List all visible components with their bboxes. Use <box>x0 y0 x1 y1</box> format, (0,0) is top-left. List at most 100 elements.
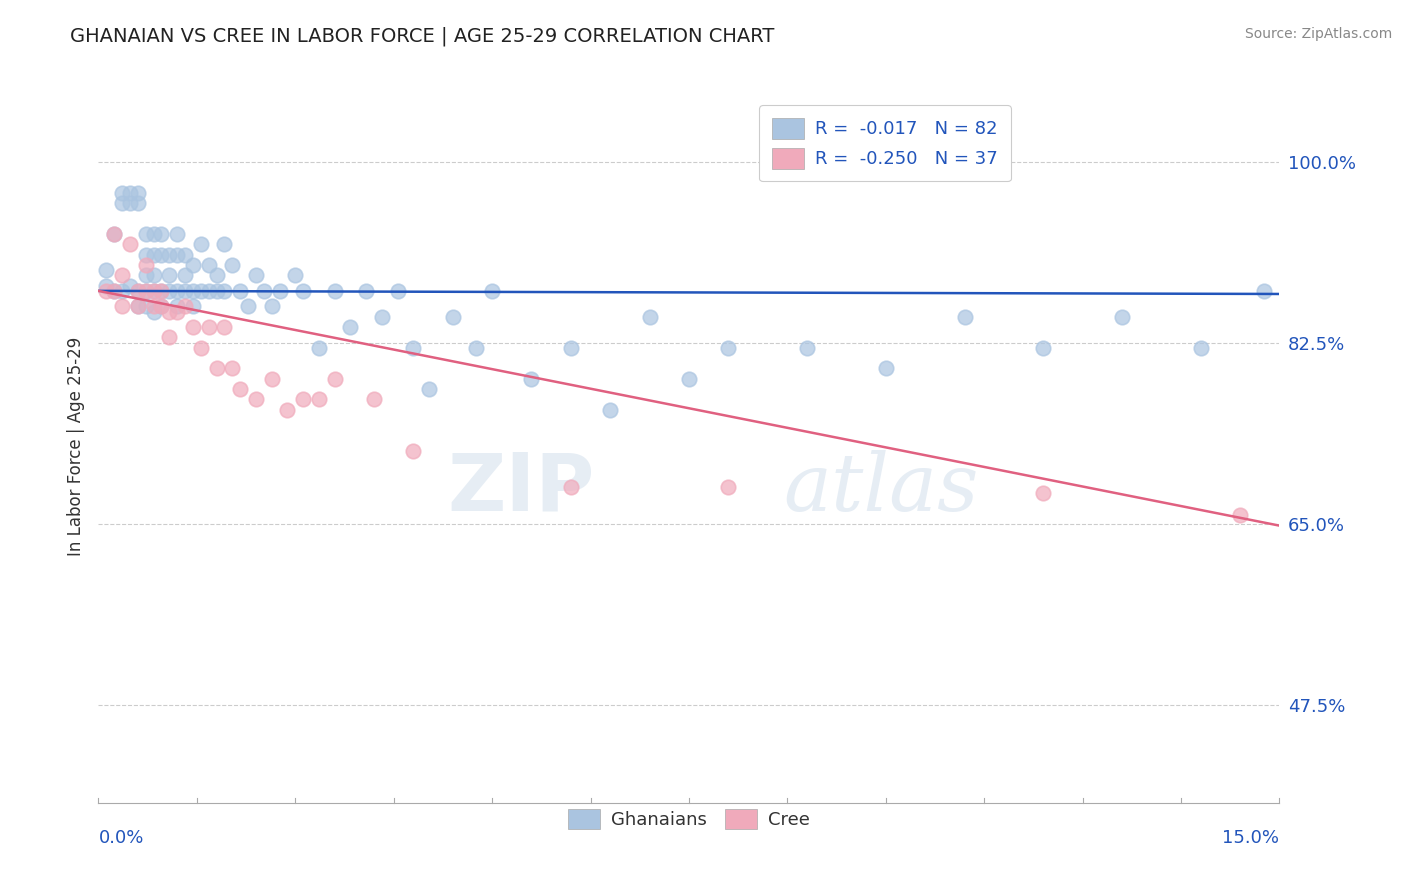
Point <box>465 341 488 355</box>
Point <box>166 248 188 262</box>
Point <box>103 227 125 241</box>
Point <box>323 372 346 386</box>
Point <box>174 248 197 262</box>
Point <box>157 284 180 298</box>
Point <box>118 196 141 211</box>
Point <box>214 237 236 252</box>
Point <box>127 284 149 298</box>
Point <box>245 268 267 283</box>
Point <box>96 263 118 277</box>
Point <box>135 268 157 283</box>
Point <box>205 284 228 298</box>
Point <box>402 444 425 458</box>
Point <box>135 248 157 262</box>
Point <box>214 284 236 298</box>
Point <box>1032 485 1054 500</box>
Point <box>157 304 180 318</box>
Point <box>402 341 425 355</box>
Point <box>717 341 740 355</box>
Point <box>142 304 165 318</box>
Point <box>229 382 252 396</box>
Point <box>371 310 394 324</box>
Point <box>638 310 661 324</box>
Point <box>135 299 157 313</box>
Point <box>142 248 165 262</box>
Point <box>796 341 818 355</box>
Point <box>221 361 243 376</box>
Point <box>111 284 134 298</box>
Point <box>520 372 543 386</box>
Point <box>166 284 188 298</box>
Point <box>1229 508 1251 523</box>
Point <box>96 284 118 298</box>
Point <box>181 299 204 313</box>
Point <box>214 320 236 334</box>
Text: 15.0%: 15.0% <box>1222 829 1279 847</box>
Point <box>127 299 149 313</box>
Point <box>111 268 134 283</box>
Legend: Ghanaians, Cree: Ghanaians, Cree <box>561 801 817 837</box>
Point <box>111 196 134 211</box>
Point <box>127 299 149 313</box>
Point <box>150 227 173 241</box>
Point <box>599 402 621 417</box>
Point <box>1189 341 1212 355</box>
Point <box>118 186 141 200</box>
Point <box>142 284 165 298</box>
Point <box>142 284 165 298</box>
Point <box>205 361 228 376</box>
Point <box>190 237 212 252</box>
Point <box>221 258 243 272</box>
Point <box>260 372 283 386</box>
Point <box>1253 284 1275 298</box>
Point <box>157 248 180 262</box>
Point <box>308 392 330 407</box>
Point <box>174 284 197 298</box>
Point <box>560 341 582 355</box>
Point <box>166 304 188 318</box>
Point <box>363 392 385 407</box>
Point <box>323 284 346 298</box>
Point <box>875 361 897 376</box>
Point <box>190 341 212 355</box>
Text: atlas: atlas <box>783 450 979 527</box>
Point <box>1032 341 1054 355</box>
Point <box>308 341 330 355</box>
Point <box>717 480 740 494</box>
Text: ZIP: ZIP <box>447 450 595 528</box>
Point <box>150 248 173 262</box>
Point <box>181 284 204 298</box>
Point <box>118 237 141 252</box>
Point <box>190 284 212 298</box>
Point <box>127 186 149 200</box>
Point <box>236 299 259 313</box>
Point <box>103 284 125 298</box>
Point <box>245 392 267 407</box>
Point <box>339 320 361 334</box>
Point <box>135 284 157 298</box>
Point <box>150 284 173 298</box>
Point <box>354 284 377 298</box>
Point <box>205 268 228 283</box>
Point <box>418 382 440 396</box>
Point <box>142 268 165 283</box>
Text: GHANAIAN VS CREE IN LABOR FORCE | AGE 25-29 CORRELATION CHART: GHANAIAN VS CREE IN LABOR FORCE | AGE 25… <box>70 27 775 46</box>
Point <box>174 268 197 283</box>
Point <box>150 299 173 313</box>
Point <box>441 310 464 324</box>
Point <box>174 299 197 313</box>
Point <box>197 284 219 298</box>
Point <box>127 196 149 211</box>
Point <box>481 284 503 298</box>
Point <box>118 278 141 293</box>
Point <box>292 392 315 407</box>
Point <box>111 186 134 200</box>
Point <box>157 330 180 344</box>
Point <box>229 284 252 298</box>
Point <box>260 299 283 313</box>
Point <box>953 310 976 324</box>
Point <box>560 480 582 494</box>
Point <box>127 284 149 298</box>
Point <box>269 284 291 298</box>
Point <box>111 299 134 313</box>
